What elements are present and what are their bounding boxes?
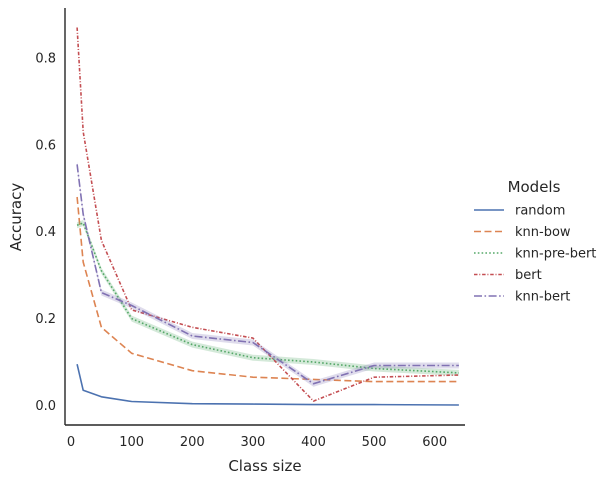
series-line-knn-bert bbox=[76, 164, 459, 385]
x-tick-label: 100 bbox=[119, 435, 144, 450]
x-tick-label: 300 bbox=[240, 435, 265, 450]
legend-label-knn-bow: knn-bow bbox=[515, 225, 571, 240]
series-line-knn-bow bbox=[76, 196, 459, 383]
y-tick-label: 0.0 bbox=[35, 399, 56, 414]
x-tick-label: 200 bbox=[180, 435, 205, 450]
legend-label-bert: bert bbox=[515, 268, 542, 283]
x-axis-label: Class size bbox=[228, 457, 301, 475]
legend-label-knn-pre-bert: knn-pre-bert bbox=[515, 247, 596, 262]
series-band-knn-bert bbox=[77, 161, 459, 387]
axes bbox=[64, 8, 465, 426]
y-axis-label: Accuracy bbox=[7, 183, 25, 252]
y-tick-label: 0.8 bbox=[35, 51, 56, 66]
y-tick-label: 0.2 bbox=[35, 312, 56, 327]
y-tick-label: 0.4 bbox=[35, 225, 56, 240]
y-tick-labels: 0.0 0.2 0.4 0.6 0.8 bbox=[35, 51, 56, 414]
plot-area bbox=[76, 27, 459, 406]
legend-label-knn-bert: knn-bert bbox=[515, 290, 570, 305]
legend-label-random: random bbox=[515, 204, 565, 219]
series-band-knn-pre-bert bbox=[77, 220, 459, 376]
series-line-random bbox=[76, 364, 459, 406]
y-tick-label: 0.6 bbox=[35, 138, 56, 153]
x-tick-label: 0 bbox=[67, 435, 75, 450]
x-tick-labels: 0 100 200 300 400 500 600 bbox=[67, 435, 447, 450]
legend: Models random knn-bow knn-pre-bert bert knn-… bbox=[474, 178, 596, 305]
series-line-bert bbox=[76, 27, 459, 402]
x-tick-label: 500 bbox=[362, 435, 387, 450]
x-tick-label: 600 bbox=[422, 435, 447, 450]
x-tick-label: 400 bbox=[301, 435, 326, 450]
legend-title: Models bbox=[508, 178, 561, 196]
